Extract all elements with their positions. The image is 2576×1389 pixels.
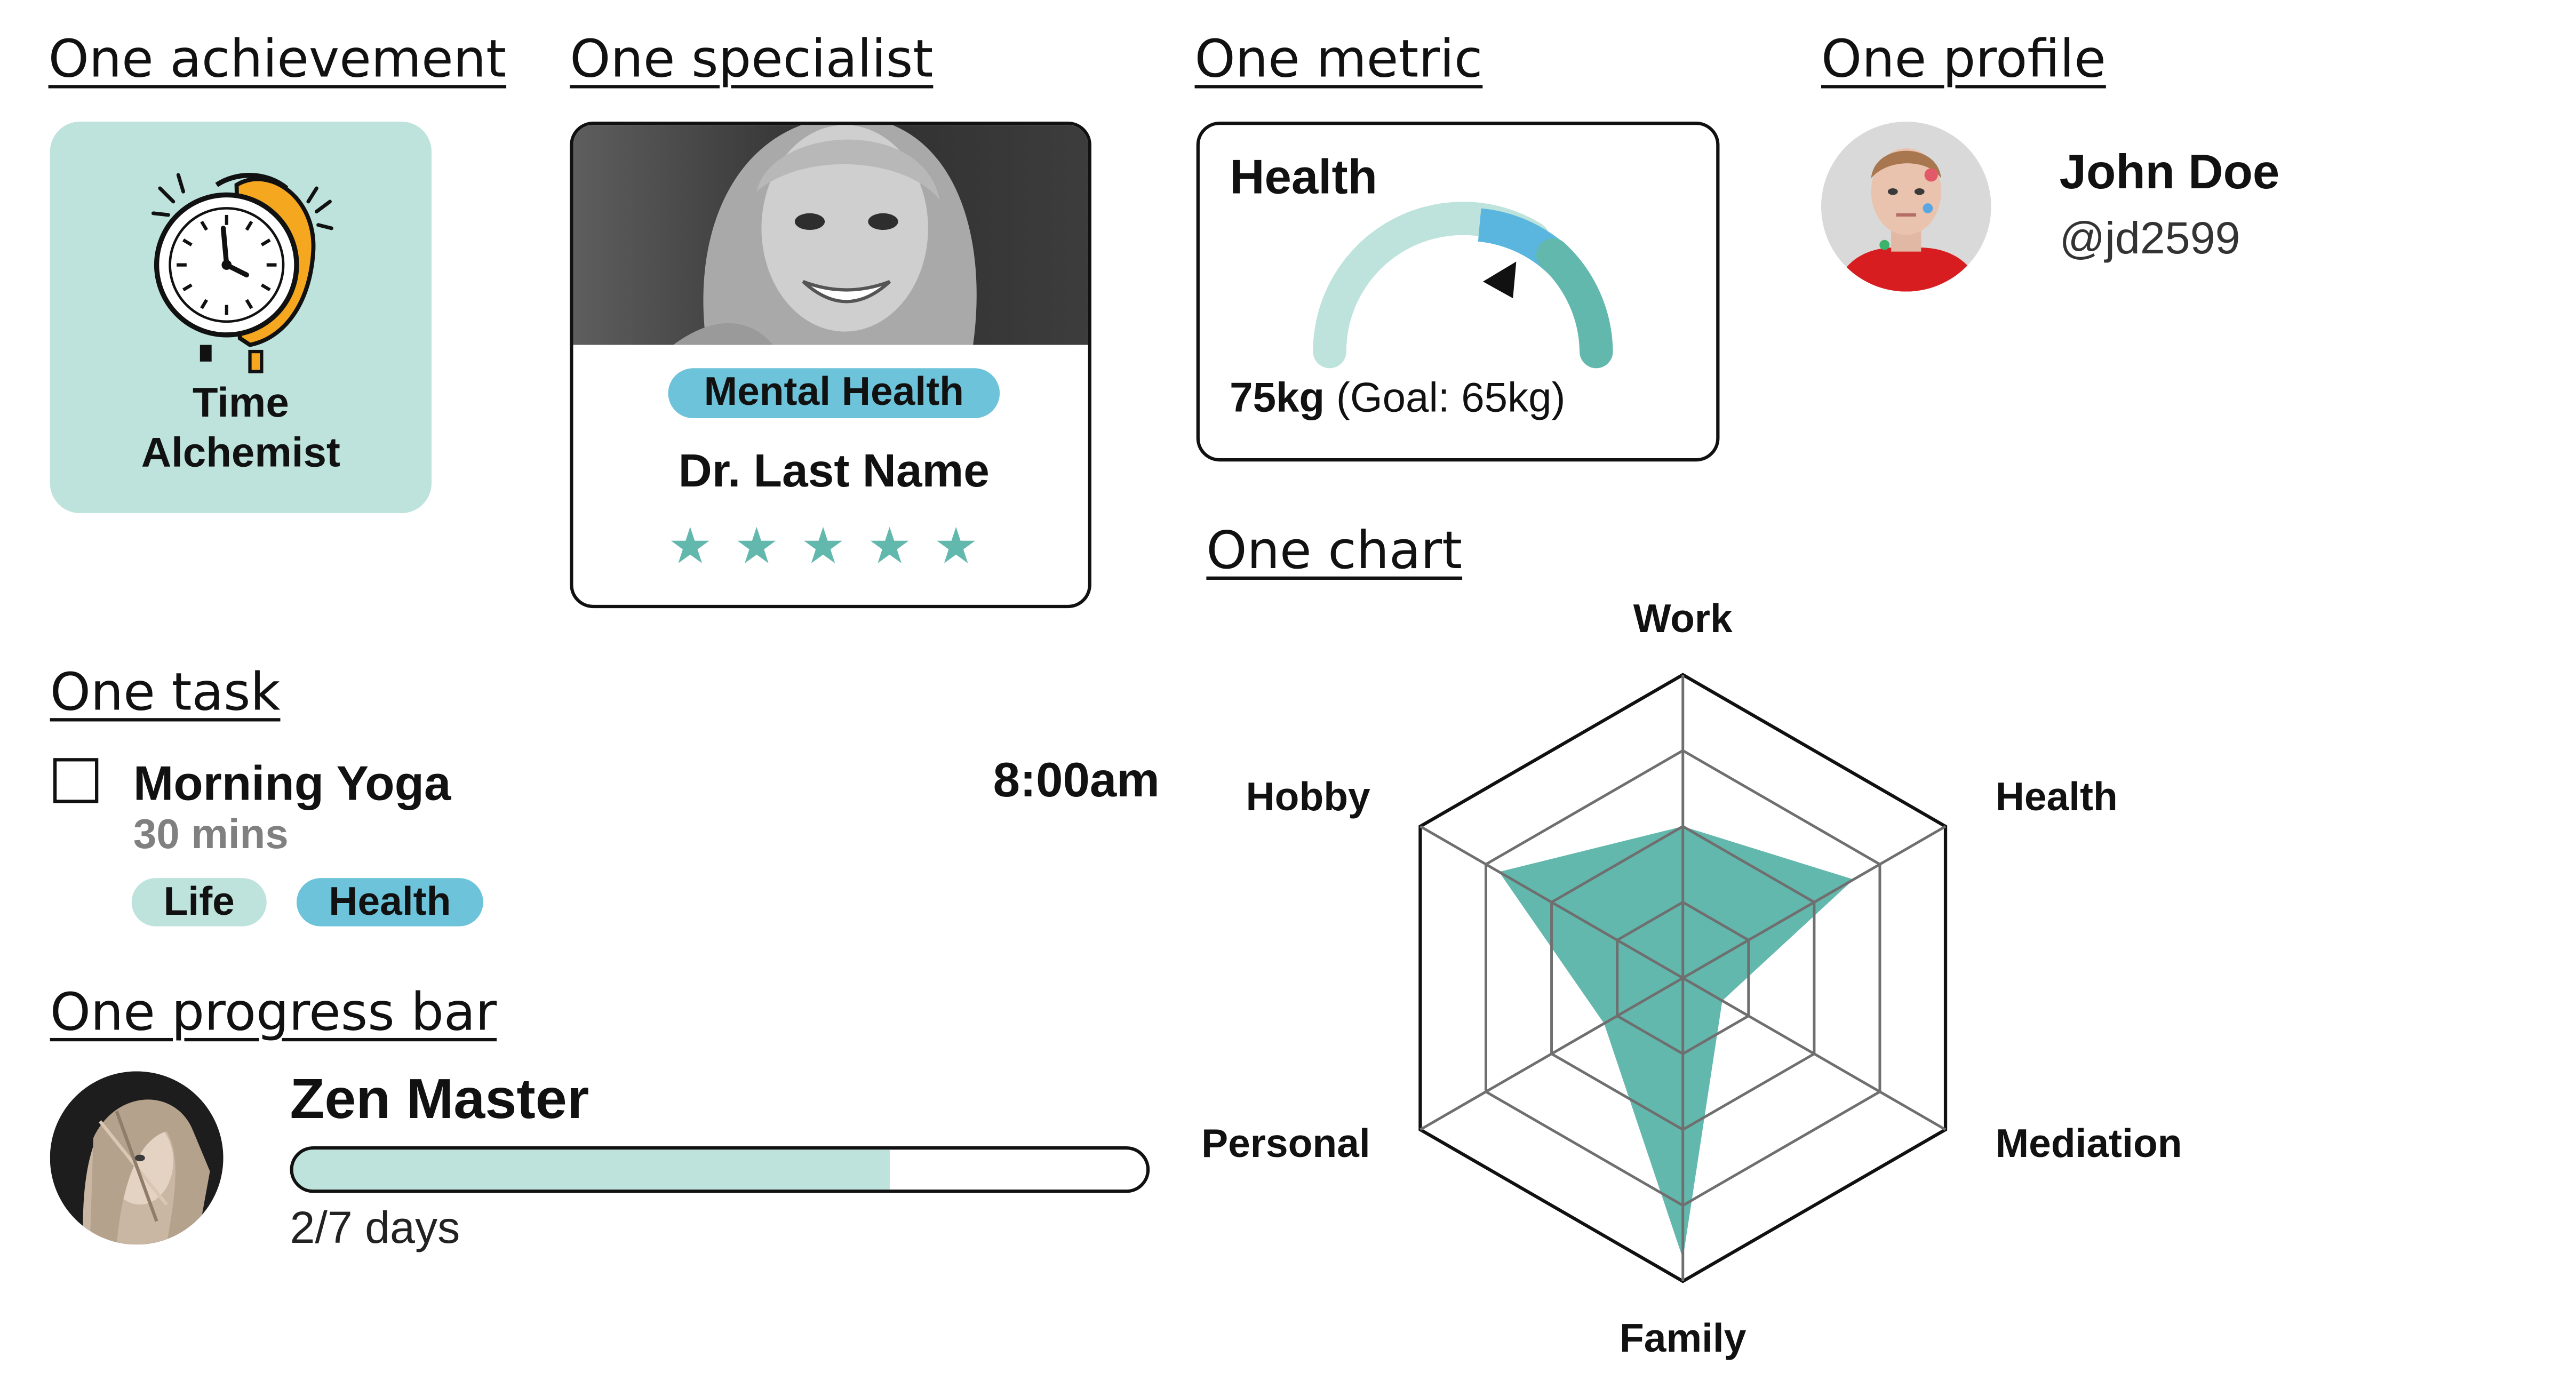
achievement-name: Time Alchemist (50, 378, 432, 478)
progress-bar-fill (293, 1149, 891, 1190)
task-title: Morning Yoga (133, 758, 451, 812)
task-tag-life[interactable]: Life (131, 878, 267, 927)
section-title-chart: One chart (1206, 521, 1463, 582)
gauge (1313, 202, 1613, 369)
section-title-progress: One progress bar (50, 983, 497, 1043)
metric-goal: (Goal: 65kg) (1336, 374, 1566, 422)
radar-axis-label-health: Health (1996, 774, 2118, 819)
task-time: 8:00am (993, 754, 1160, 808)
specialist-photo (573, 125, 1088, 345)
gauge-pointer-icon (1482, 261, 1517, 299)
radar-axis-label-hobby: Hobby (1246, 774, 1370, 819)
radar-series-area (1499, 826, 1854, 1259)
achievement-name-line1: Time (192, 380, 289, 427)
progress-label: 2/7 days (290, 1203, 460, 1253)
radar-axis-label-work: Work (1633, 596, 1733, 641)
metric-current: 75kg (1230, 374, 1325, 422)
task-duration: 30 mins (133, 811, 289, 858)
specialist-tag: Mental Health (668, 368, 1000, 418)
radar-axis-label-personal: Personal (1201, 1121, 1370, 1166)
progress-avatar-image (50, 1071, 224, 1245)
progress-avatar (50, 1071, 224, 1245)
achievement-card[interactable] (50, 122, 432, 514)
radar-spoke (1419, 825, 1684, 979)
progress-title: Zen Master (290, 1068, 589, 1131)
specialist-name: Dr. Last Name (678, 444, 990, 497)
metric-card[interactable]: Health 75kg (Goal: 65kg) (1196, 122, 1720, 462)
profile-handle: @jd2599 (2059, 213, 2240, 264)
task-tag-health[interactable]: Health (296, 878, 483, 927)
radar-axis-label-family: Family (1620, 1315, 1746, 1360)
radar-spoke (1682, 825, 1947, 979)
radar-axis-label-mediation: Mediation (1996, 1121, 2182, 1166)
avatar-image (1821, 122, 1991, 292)
section-title-metric: One metric (1194, 30, 1483, 90)
section-title-specialist: One specialist (570, 30, 934, 90)
rating-stars: ★★★★★ (667, 518, 1000, 577)
radar-spoke (1682, 977, 1947, 1131)
section-title-profile: One profile (1821, 30, 2106, 90)
section-title-task: One task (50, 663, 281, 723)
progress-bar (290, 1146, 1150, 1193)
task-checkbox[interactable] (53, 758, 99, 803)
radar-chart: Work Health Mediation Family Personal Hobby (1201, 596, 2182, 1360)
profile-name: John Doe (2059, 146, 2280, 200)
achievement-name-line2: Alchemist (141, 429, 340, 477)
alarm-clock-icon (151, 173, 333, 373)
metric-value: 75kg (Goal: 65kg) (1230, 375, 1565, 424)
specialist-card[interactable]: Mental Health Dr. Last Name ★★★★★ (570, 122, 1091, 609)
metric-label: Health (1230, 151, 1378, 205)
section-title-achievement: One achievement (48, 30, 507, 90)
avatar[interactable] (1821, 122, 1991, 292)
radar-spoke (1419, 977, 1684, 1131)
